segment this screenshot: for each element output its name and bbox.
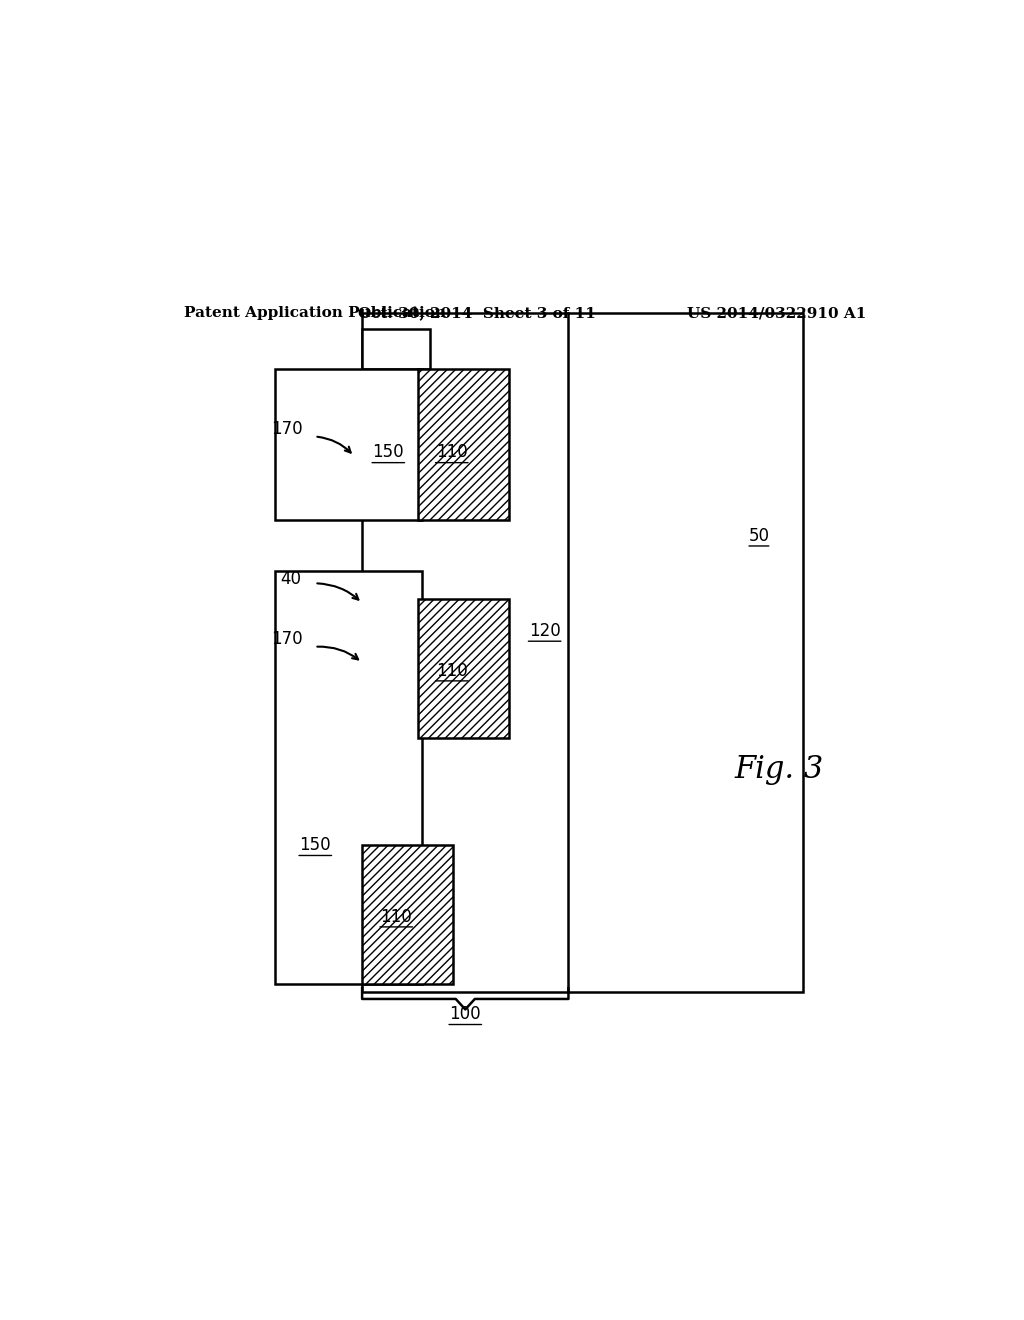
Text: 110: 110 — [380, 908, 412, 925]
Text: 40: 40 — [281, 570, 301, 589]
Bar — [362, 329, 430, 370]
Bar — [418, 599, 509, 738]
Text: 150: 150 — [373, 444, 404, 461]
Bar — [418, 370, 509, 520]
Bar — [274, 370, 422, 520]
Text: Patent Application Publication: Patent Application Publication — [183, 306, 445, 321]
Text: 170: 170 — [271, 630, 302, 648]
Text: Oct. 30, 2014  Sheet 3 of 11: Oct. 30, 2014 Sheet 3 of 11 — [358, 306, 596, 321]
Text: 170: 170 — [271, 420, 302, 437]
Text: US 2014/0322910 A1: US 2014/0322910 A1 — [687, 306, 866, 321]
Bar — [362, 845, 454, 983]
Bar — [274, 572, 422, 983]
Bar — [362, 313, 803, 991]
Text: 50: 50 — [749, 527, 769, 545]
Text: 150: 150 — [299, 836, 331, 854]
Text: 110: 110 — [436, 444, 468, 461]
Text: 120: 120 — [528, 622, 560, 640]
Text: 110: 110 — [436, 661, 468, 680]
Text: 100: 100 — [450, 1006, 481, 1023]
Text: Fig. 3: Fig. 3 — [734, 754, 823, 785]
